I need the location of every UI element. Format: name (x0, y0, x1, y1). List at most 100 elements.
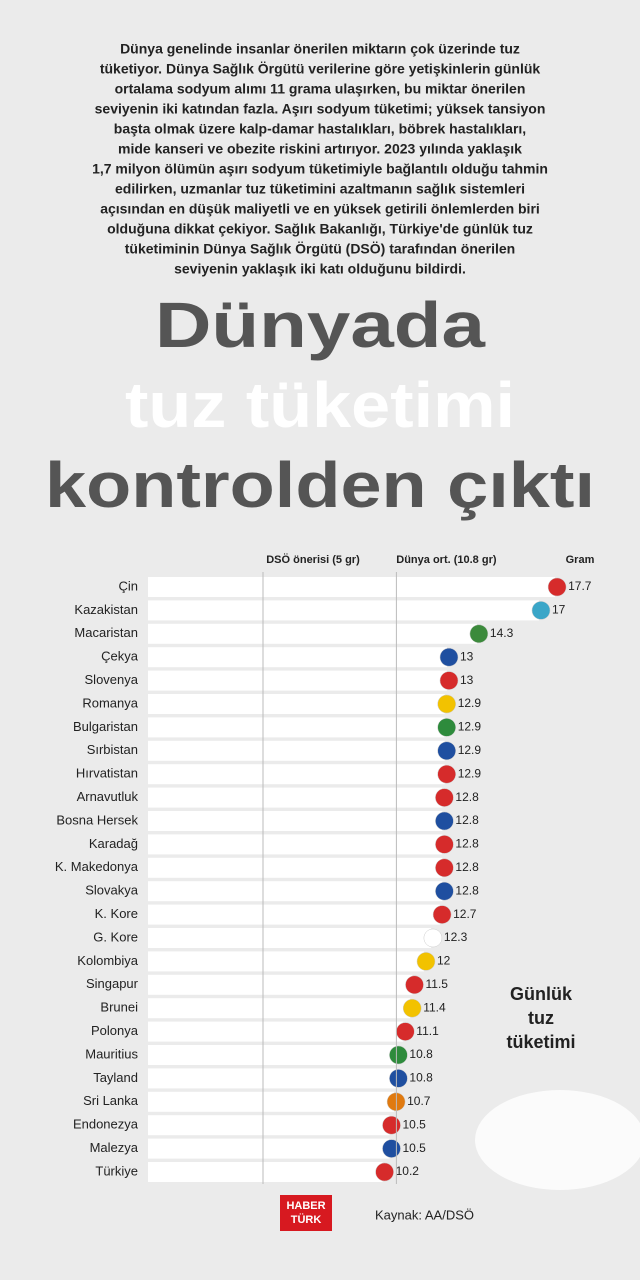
intro-line: edilirken, uzmanlar tuz tüketimini azalt… (115, 181, 525, 197)
bar (148, 904, 441, 925)
bar (148, 623, 477, 644)
bar (148, 670, 447, 691)
flag (547, 577, 567, 597)
flag (435, 835, 454, 854)
category-label: Kolombiya (77, 953, 138, 968)
category-label: K. Kore (95, 906, 138, 921)
unit-label: Gram (566, 554, 595, 566)
logo-text: TÜRK (291, 1213, 322, 1226)
bar (148, 1138, 390, 1159)
value-label: 11.4 (423, 1000, 446, 1014)
flag (375, 1162, 394, 1182)
bar (148, 1091, 395, 1112)
bar (148, 577, 556, 597)
intro-line: başta olmak üzere kalp-damar hastalıklar… (114, 121, 526, 137)
flag (437, 718, 456, 737)
bar (148, 694, 445, 714)
flag (435, 788, 454, 807)
value-label: 12.9 (458, 696, 482, 710)
category-label: Sırbistan (87, 742, 138, 757)
flag (432, 905, 452, 924)
value-label: 12.8 (455, 860, 479, 874)
flag (435, 811, 454, 831)
value-label: 12.3 (444, 930, 468, 944)
category-label: Çin (118, 578, 138, 593)
bar (148, 1021, 404, 1042)
bar (148, 1162, 383, 1182)
bar (148, 740, 445, 761)
flag (531, 601, 551, 620)
flag (382, 1139, 401, 1158)
bar (148, 998, 411, 1019)
chart-title: tuz tüketimi (125, 369, 515, 441)
flag (396, 1022, 415, 1041)
value-label: 12.8 (455, 837, 479, 851)
intro-line: Dünya genelinde insanlar önerilen miktar… (120, 41, 520, 57)
intro-line: tüketiminin Dünya Sağlık Örgütü (DSÖ) ta… (125, 241, 515, 257)
bar (148, 857, 443, 878)
category-label: Slovakya (85, 883, 139, 898)
flag (437, 694, 456, 714)
intro-line: ortalama sodyum alımı 11 grama ulaşırken… (115, 81, 526, 97)
bar (148, 881, 443, 902)
flag (416, 952, 436, 971)
intro-line: açısından en düşük maliyetli ve en yükse… (100, 201, 540, 217)
category-label: Macaristan (74, 625, 138, 640)
value-label: 13 (460, 649, 474, 663)
value-label: 17.7 (568, 579, 592, 593)
flag (402, 998, 422, 1018)
category-label: Malezya (90, 1140, 139, 1155)
annotation: tüketimi (506, 1032, 575, 1052)
category-label: Hırvatistan (76, 766, 138, 781)
value-label: 12.7 (453, 907, 477, 921)
value-label: 17 (552, 603, 566, 617)
value-label: 12.8 (455, 790, 479, 804)
value-label: 12.9 (458, 720, 482, 734)
value-label: 10.7 (407, 1094, 431, 1108)
value-label: 10.5 (403, 1117, 427, 1131)
value-label: 10.2 (396, 1164, 420, 1178)
flag (382, 1115, 401, 1135)
category-label: Brunei (100, 1000, 138, 1015)
bar (148, 1068, 397, 1089)
category-label: Romanya (82, 695, 138, 710)
value-label: 10.8 (409, 1047, 433, 1061)
intro-line: seviyenin yaklaşık iki katı olduğunu bil… (174, 261, 466, 277)
intro-line: tüketiyor. Dünya Sağlık Örgütü verilerin… (100, 61, 541, 77)
intro-line: seviyenin iki katından fazla. Aşırı sody… (95, 101, 546, 117)
category-label: Tayland (93, 1070, 138, 1085)
bar (148, 1115, 390, 1136)
annotation: tuz (528, 1008, 554, 1028)
category-label: Mauritius (85, 1046, 138, 1061)
annotation: Günlük (510, 984, 573, 1004)
category-label: Polonya (91, 1023, 139, 1038)
category-label: Çekya (101, 649, 139, 664)
value-label: 12.8 (455, 813, 479, 827)
flag (437, 764, 456, 784)
intro-line: olduğuna dikkat çekiyor. Sağlık Bakanlığ… (107, 221, 533, 237)
value-label: 13 (460, 673, 474, 687)
value-label: 12.8 (455, 883, 479, 897)
flag (439, 647, 459, 667)
category-label: Bosna Hersek (56, 812, 138, 827)
flag (405, 975, 424, 995)
flag (389, 1045, 408, 1065)
value-label: 12 (437, 954, 451, 968)
value-label: 10.8 (409, 1071, 433, 1085)
value-label: 12.9 (458, 743, 482, 757)
bar (148, 717, 445, 738)
category-label: G. Kore (93, 929, 138, 944)
value-label: 12.9 (458, 766, 482, 780)
bar (148, 764, 445, 785)
intro-line: mide kanseri ve obezite riskini artırıyo… (118, 141, 522, 157)
flag (389, 1069, 408, 1088)
intro-line: 1,7 milyon ölümün aşırı sodyum tüketimiy… (92, 161, 548, 177)
logo-box (280, 1195, 332, 1231)
category-label: Karadağ (89, 836, 138, 851)
value-label: 11.5 (426, 977, 449, 991)
category-label: Singapur (86, 976, 139, 991)
flag (437, 741, 456, 761)
flag (435, 881, 454, 901)
chart-title: kontrolden çıktı (45, 449, 595, 521)
